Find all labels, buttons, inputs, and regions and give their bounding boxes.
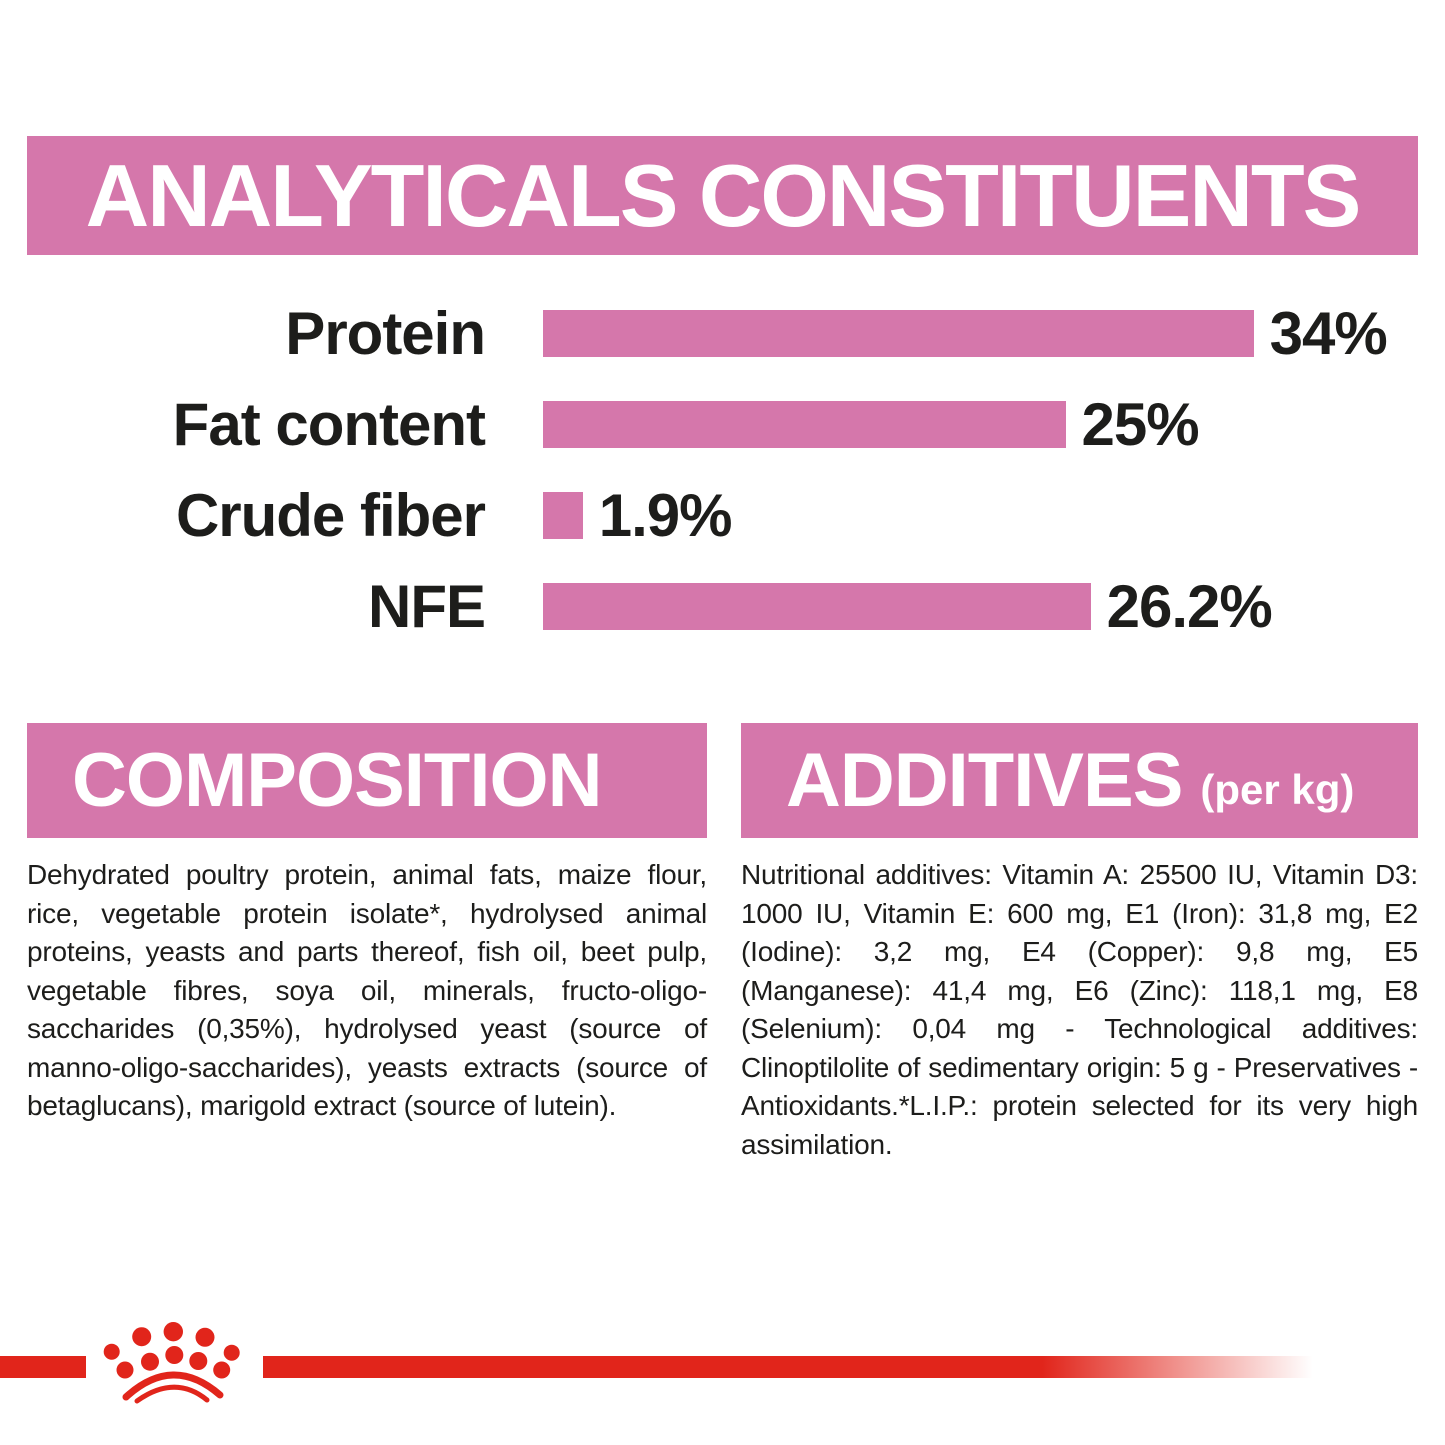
composition-text: Dehydrated poultry protein, animal fats,… (27, 859, 707, 1121)
additives-title: ADDITIVES (786, 738, 1183, 823)
red-line-left (0, 1356, 86, 1378)
additives-text: Nutritional additives: Vitamin A: 25500 … (741, 859, 1418, 1160)
analyticals-bar-chart: Protein 34% Fat content 25% Crude fiber 1.9% N… (0, 288, 1445, 652)
additives-title-suffix: (per kg) (1200, 765, 1355, 813)
chart-bar (543, 492, 583, 539)
chart-row: Crude fiber 1.9% (0, 470, 1445, 561)
chart-bar (543, 583, 1091, 630)
chart-category-label: Protein (285, 300, 486, 367)
chart-value-label: 34% (1269, 300, 1388, 367)
composition-title: COMPOSITION (72, 738, 602, 823)
chart-category-label: Fat content (172, 391, 486, 458)
chart-bar (543, 310, 1254, 357)
chart-category-label: Crude fiber (175, 482, 486, 549)
composition-header-banner: COMPOSITION (27, 723, 707, 838)
chart-category-label: NFE (368, 573, 486, 640)
chart-row: Fat content 25% (0, 379, 1445, 470)
additives-section: ADDITIVES (per kg) Nutritional additives… (741, 723, 1418, 1164)
chart-value-label: 25% (1081, 391, 1200, 458)
red-line-right (263, 1356, 1345, 1378)
chart-bar (543, 401, 1066, 448)
chart-value-label: 1.9% (598, 482, 733, 549)
analyticals-title: ANALYTICALS CONSTITUENTS (85, 145, 1362, 245)
additives-header-banner: ADDITIVES (per kg) (741, 723, 1418, 838)
chart-row: Protein 34% (0, 288, 1445, 379)
chart-value-label: 26.2% (1106, 573, 1273, 640)
analyticals-header-banner: ANALYTICALS CONSTITUENTS (27, 136, 1418, 255)
chart-row: NFE 26.2% (0, 561, 1445, 652)
composition-section: COMPOSITION Dehydrated poultry protein, … (27, 723, 707, 1126)
royal-canin-crown-logo (103, 1322, 240, 1404)
